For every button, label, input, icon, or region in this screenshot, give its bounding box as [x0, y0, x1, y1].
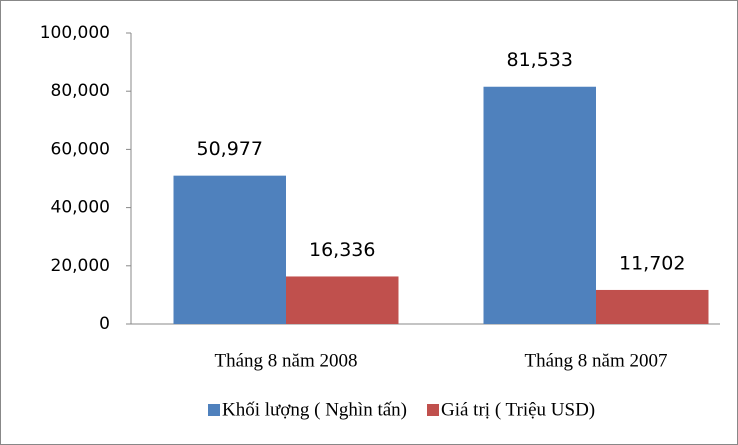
data-label: 81,533 — [507, 49, 573, 71]
bar — [596, 289, 709, 324]
bar — [483, 86, 596, 324]
y-tick-label: 40,000 — [51, 198, 110, 218]
legend-label: Khối lượng ( Nghìn tấn) — [222, 399, 407, 420]
legend-swatch — [208, 404, 220, 416]
data-label: 11,702 — [619, 252, 685, 274]
x-tick-label: Tháng 8 năm 2008 — [214, 350, 357, 371]
data-label: 16,336 — [309, 239, 375, 261]
y-tick-label: 60,000 — [51, 139, 110, 159]
y-tick-label: 80,000 — [51, 81, 110, 101]
data-label: 50,977 — [197, 138, 263, 160]
bar — [286, 276, 399, 324]
y-tick-label: 0 — [99, 314, 110, 334]
bar — [173, 175, 286, 324]
legend-swatch — [427, 404, 439, 416]
y-tick-label: 20,000 — [51, 256, 110, 276]
legend-label: Giá trị ( Triệu USD) — [441, 399, 595, 420]
x-tick-label: Tháng 8 năm 2007 — [524, 350, 667, 371]
y-tick-label: 100,000 — [40, 23, 110, 43]
